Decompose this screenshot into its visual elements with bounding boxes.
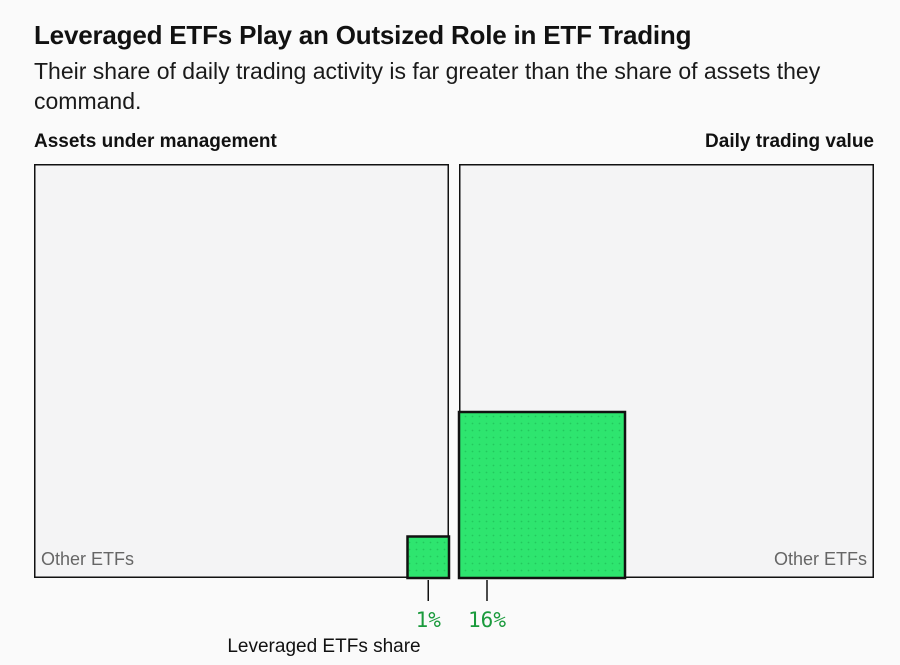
other-etfs-label-aum: Other ETFs: [41, 549, 134, 569]
leveraged-share-label-aum: 1%: [416, 608, 442, 632]
leveraged-share-annotation: Leveraged ETFs share: [227, 636, 420, 657]
leveraged-share-label-trading: 16%: [468, 608, 506, 632]
leveraged-etfs-texture-aum: [409, 538, 448, 577]
other-etfs-area-aum: [34, 164, 449, 578]
other-etfs-label-trading: Other ETFs: [774, 549, 867, 569]
panel-title-trading: Daily trading value: [705, 131, 874, 152]
leveraged-etfs-texture-trading: [460, 413, 624, 577]
chart-title: Leveraged ETFs Play an Outsized Role in …: [34, 20, 692, 50]
chart-subtitle: Their share of daily trading activity is…: [34, 58, 821, 114]
panel-title-aum: Assets under management: [34, 131, 277, 152]
